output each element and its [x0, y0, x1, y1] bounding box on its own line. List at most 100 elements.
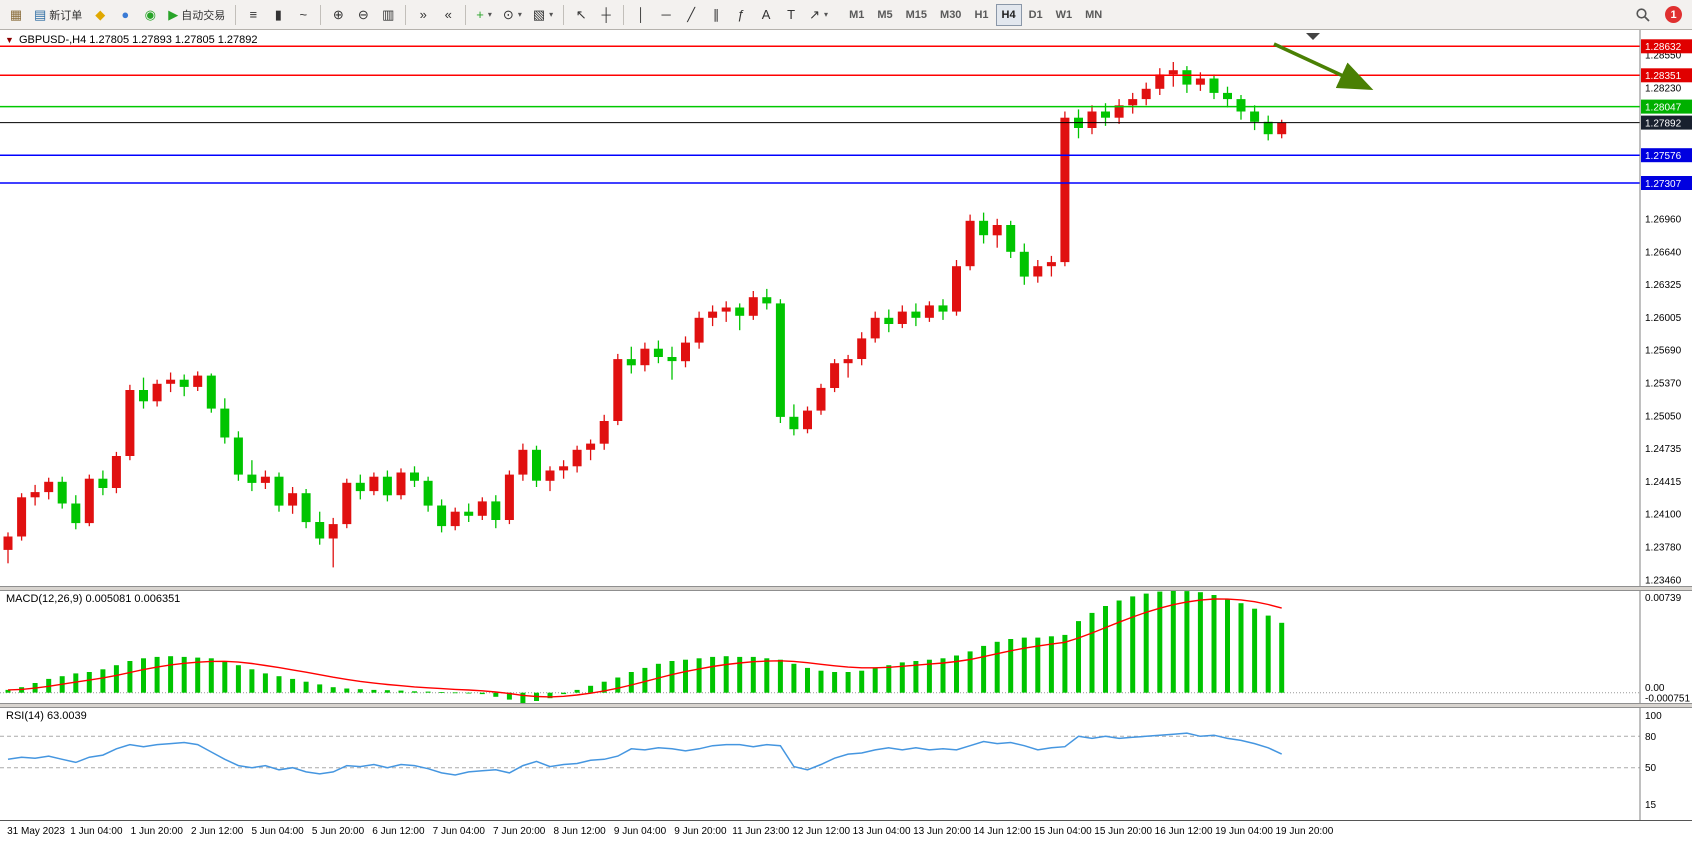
- tile-windows-icon: ▥: [382, 7, 395, 22]
- candle: [423, 480, 433, 506]
- data-window-button[interactable]: ●: [113, 3, 137, 27]
- arrows-tool-button[interactable]: ↗ ▾: [804, 3, 833, 27]
- time-label: 12 Jun 12:00: [792, 826, 851, 837]
- dropdown-arrow-icon[interactable]: ▾: [824, 10, 829, 19]
- candle: [111, 456, 121, 488]
- svg-text:1.25370: 1.25370: [1645, 378, 1682, 389]
- candle: [830, 363, 840, 388]
- candle: [653, 348, 663, 357]
- candle: [735, 307, 745, 316]
- zoom-out-button[interactable]: ⊖: [351, 3, 375, 27]
- svg-text:1.28632: 1.28632: [1645, 42, 1682, 53]
- candle: [843, 359, 853, 364]
- time-label: 13 Jun 04:00: [852, 826, 911, 837]
- arrows-tool-icon: ↗: [809, 7, 821, 22]
- timeframe-button-m1[interactable]: M1: [843, 4, 870, 26]
- candle: [98, 478, 108, 488]
- auto-scroll-button[interactable]: »: [411, 3, 435, 27]
- candle: [437, 505, 447, 527]
- candle: [328, 524, 338, 539]
- panel-separator[interactable]: [0, 703, 1692, 708]
- timeframe-button-w1[interactable]: W1: [1050, 4, 1079, 26]
- timeframe-button-h1[interactable]: H1: [968, 4, 994, 26]
- collapse-marker-icon[interactable]: ▼: [5, 35, 14, 45]
- candle: [1006, 225, 1016, 252]
- price-badge: 1.27892: [1641, 115, 1692, 130]
- main-chart-canvas[interactable]: 1.285501.282301.279151.275951.272801.269…: [0, 30, 1692, 586]
- candle: [748, 297, 758, 316]
- market-watch-button[interactable]: ◆: [88, 3, 112, 27]
- candle: [803, 410, 812, 430]
- candle: [477, 501, 487, 516]
- cursor-button[interactable]: ↖: [569, 3, 593, 27]
- price-badge: 1.28632: [1641, 39, 1692, 54]
- macd-panel[interactable]: 0.00739 0.00 -0.000751 MACD(12,26,9) 0.005…: [0, 591, 1692, 703]
- timeframe-button-mn[interactable]: MN: [1079, 4, 1108, 26]
- time-label: 19 Jun 20:00: [1275, 826, 1334, 837]
- candle: [924, 305, 934, 318]
- terminal-icon: ◉: [144, 7, 156, 22]
- candle: [1168, 70, 1178, 75]
- macd-label: MACD(12,26,9) 0.005081 0.006351: [6, 593, 181, 605]
- terminal-button[interactable]: ◉: [138, 3, 162, 27]
- svg-text:1.26640: 1.26640: [1645, 247, 1682, 258]
- rsi-value-label: 63.0039: [46, 710, 87, 722]
- candle: [789, 416, 799, 430]
- candle: [952, 266, 961, 312]
- new-order-button[interactable]: ▤ 新订单: [29, 3, 87, 27]
- timeframe-button-m15[interactable]: M15: [900, 4, 933, 26]
- zoom-in-button[interactable]: ⊕: [326, 3, 350, 27]
- candle: [1128, 99, 1138, 106]
- button-label: 新订单: [49, 9, 83, 22]
- time-label: 11 Jun 23:00: [732, 826, 790, 837]
- channel-button[interactable]: ∥: [704, 3, 728, 27]
- trend-arrow[interactable]: [1273, 42, 1374, 90]
- auto-trading-button[interactable]: ▶ 自动交易: [163, 3, 230, 27]
- timeframe-button-m5[interactable]: M5: [871, 4, 898, 26]
- periods-button[interactable]: ⊙ ▾: [498, 3, 527, 27]
- dropdown-arrow-icon[interactable]: ▾: [517, 10, 522, 19]
- crosshair-button[interactable]: ┼: [594, 3, 618, 27]
- dropdown-arrow-icon[interactable]: ▾: [549, 10, 554, 19]
- candlestick-chart-button[interactable]: ▮: [266, 3, 290, 27]
- panel-separator[interactable]: [0, 586, 1692, 591]
- indicators-icon: +: [476, 7, 484, 22]
- horizontal-line-button[interactable]: ─: [654, 3, 678, 27]
- templates-button[interactable]: ▧ ▾: [528, 3, 558, 27]
- svg-text:1.27307: 1.27307: [1645, 179, 1682, 190]
- trendline-button[interactable]: ╱: [679, 3, 703, 27]
- text-label-button[interactable]: T: [779, 3, 803, 27]
- search-icon: [1636, 7, 1650, 22]
- candle: [857, 338, 867, 359]
- main-chart-panel[interactable]: 1.285501.282301.279151.275951.272801.269…: [0, 30, 1692, 586]
- chart-shift-marker-icon: [1306, 33, 1320, 40]
- line-chart-button[interactable]: ~: [291, 3, 315, 27]
- text-button[interactable]: A: [754, 3, 778, 27]
- dropdown-arrow-icon[interactable]: ▾: [487, 10, 492, 19]
- indicators-button[interactable]: + ▾: [471, 3, 497, 27]
- candle: [1141, 88, 1151, 100]
- svg-text:100: 100: [1645, 711, 1662, 722]
- svg-text:1.23460: 1.23460: [1645, 575, 1682, 586]
- search-button[interactable]: [1630, 3, 1656, 27]
- timeframe-button-h4[interactable]: H4: [995, 3, 1022, 26]
- bar-chart-button[interactable]: ≡: [241, 3, 265, 27]
- candle: [681, 342, 690, 362]
- candle: [57, 481, 67, 504]
- candle: [274, 476, 284, 506]
- tile-windows-button[interactable]: ▥: [376, 3, 400, 27]
- timeframe-button-d1[interactable]: D1: [1023, 4, 1049, 26]
- chart-shift-button[interactable]: «: [436, 3, 460, 27]
- rsi-panel[interactable]: 100 80 50 15 RSI(14) 63.0039: [0, 708, 1692, 820]
- vertical-line-button[interactable]: │: [629, 3, 653, 27]
- svg-text:1.24100: 1.24100: [1645, 509, 1682, 520]
- price-badge: 1.28047: [1641, 99, 1692, 114]
- notification-badge[interactable]: 1: [1665, 6, 1682, 23]
- toolbar-right-group: 1: [1630, 3, 1688, 27]
- candle: [1033, 266, 1043, 277]
- fibonacci-button[interactable]: ƒ: [729, 3, 753, 27]
- timeframe-button-m30[interactable]: M30: [934, 4, 967, 26]
- svg-text:0.00739: 0.00739: [1645, 593, 1682, 604]
- candle: [667, 357, 677, 362]
- chart-window-icon-button[interactable]: ▦: [4, 3, 28, 27]
